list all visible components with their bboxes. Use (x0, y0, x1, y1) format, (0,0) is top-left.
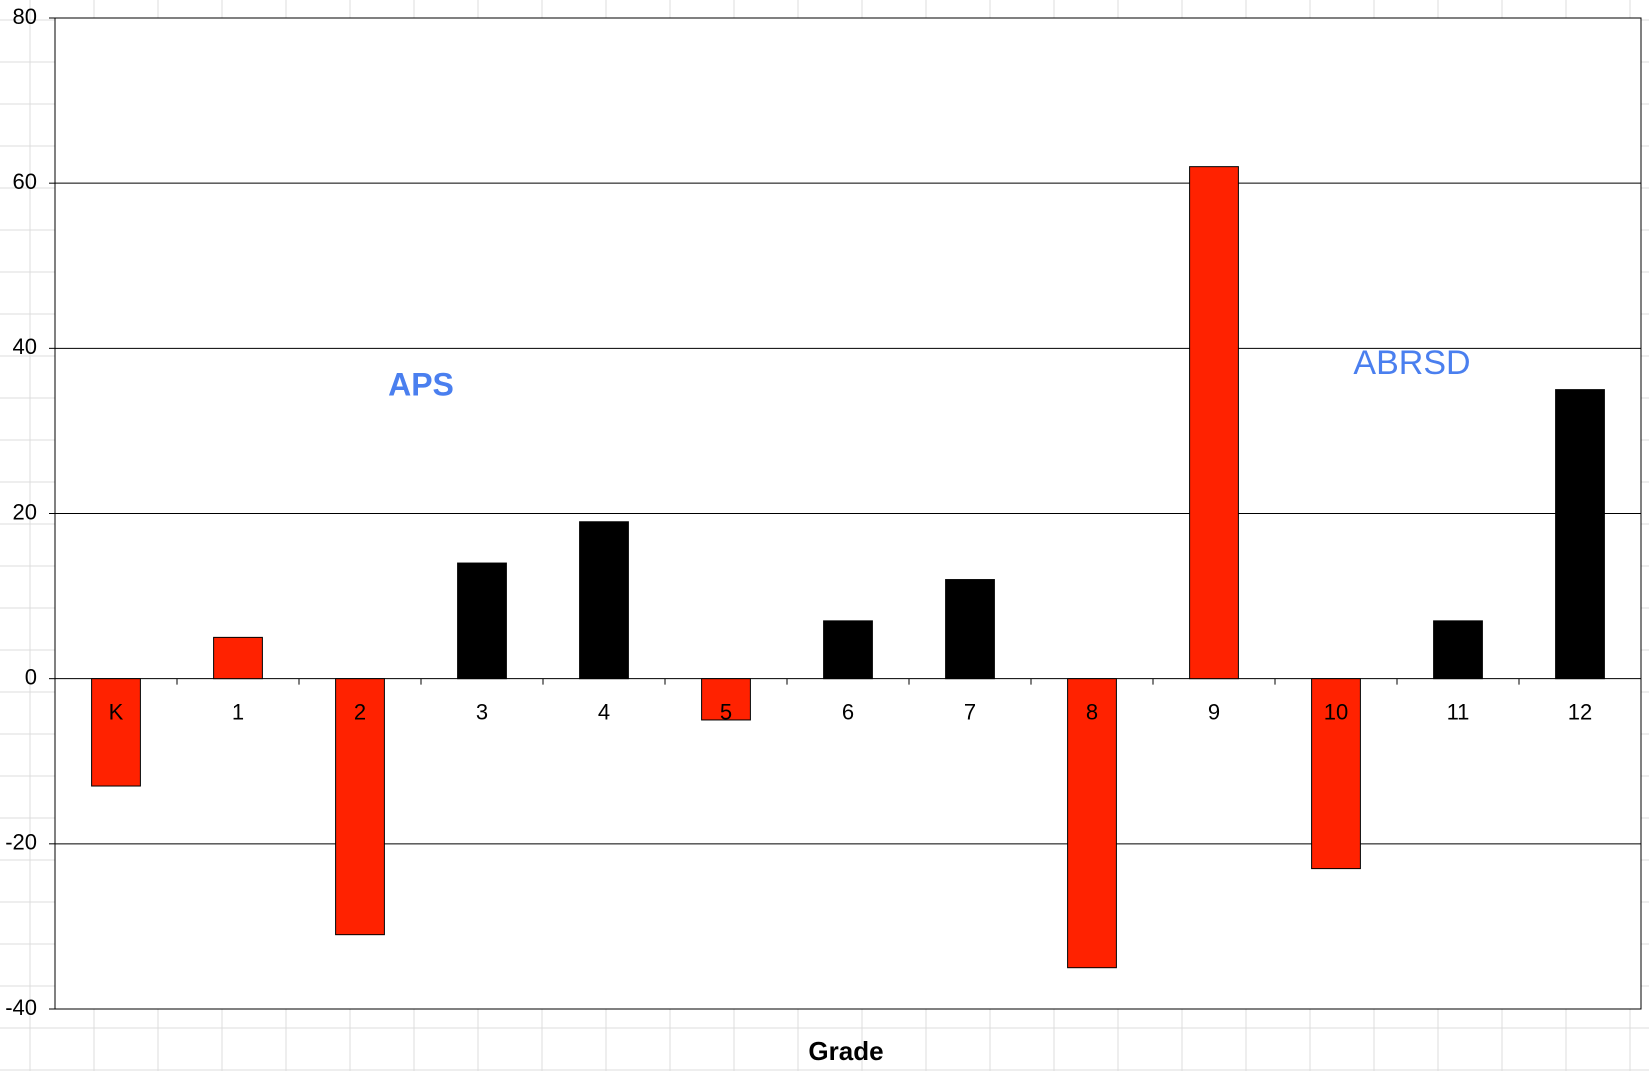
x-tick-label: 2 (354, 699, 366, 724)
bar (1433, 620, 1483, 680)
x-tick-label: 8 (1086, 699, 1098, 724)
annotation: ABRSD (1353, 344, 1470, 382)
bar (701, 678, 751, 721)
x-tick-label: 6 (842, 699, 854, 724)
bar (823, 620, 873, 680)
y-tick-label: 0 (25, 664, 37, 689)
y-tick-label: -20 (5, 830, 37, 855)
annotation: APS (388, 366, 454, 402)
x-tick-label: 9 (1208, 699, 1220, 724)
bar (1311, 678, 1361, 870)
bar (1067, 678, 1117, 969)
x-axis-label: Grade (808, 1036, 883, 1066)
bar (1189, 166, 1239, 680)
bar (945, 579, 995, 680)
bar (1555, 389, 1605, 680)
x-tick-label: 3 (476, 699, 488, 724)
plot (49, 17, 1642, 1010)
x-tick-label: 12 (1568, 699, 1592, 724)
x-tick-label: 10 (1324, 699, 1348, 724)
x-tick-label: 11 (1447, 699, 1470, 724)
y-tick-label: 40 (13, 334, 37, 359)
plot-border (54, 17, 1642, 1010)
x-tick-label: 5 (720, 699, 732, 724)
bar (91, 678, 141, 787)
x-tick-label: 7 (964, 699, 976, 724)
bar (579, 521, 629, 680)
x-tick-label: 4 (598, 699, 610, 724)
bar (213, 636, 263, 680)
bar (335, 678, 385, 936)
y-tick-label: 80 (13, 4, 37, 29)
y-tick-label: 20 (13, 499, 37, 524)
y-tick-label: 60 (13, 169, 37, 194)
x-tick-label: 1 (232, 699, 244, 724)
x-tick-label: K (109, 699, 124, 724)
y-tick-label: -40 (5, 995, 37, 1020)
bar (457, 562, 507, 680)
